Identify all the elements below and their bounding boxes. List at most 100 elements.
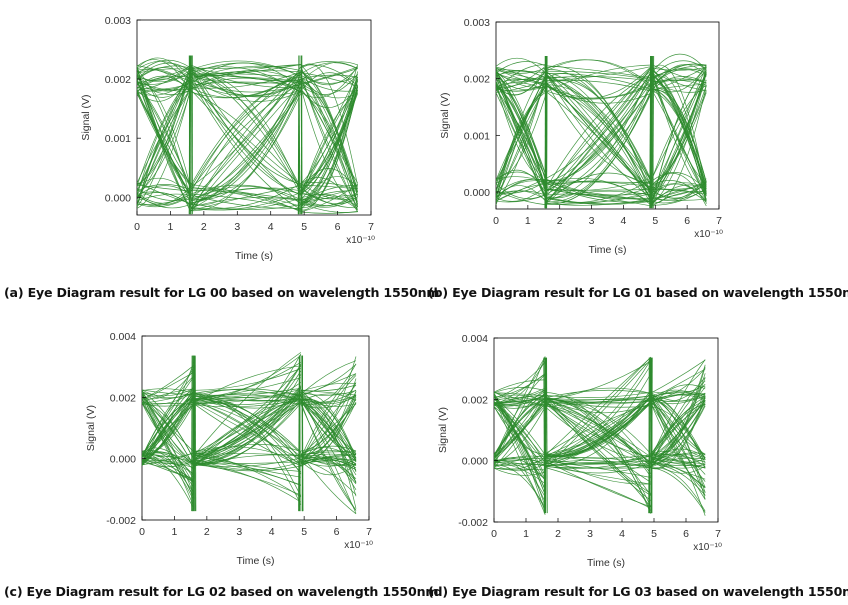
eye-trace	[493, 356, 706, 464]
plot-frame	[493, 337, 719, 523]
eye-trace	[493, 398, 706, 512]
eye-trace	[493, 368, 706, 465]
x-tick-label: 5	[651, 528, 657, 540]
x-tick-label: 6	[334, 526, 340, 538]
eye-trace	[136, 89, 358, 209]
x-scale-label: x10⁻¹⁰	[693, 542, 722, 553]
eye-trace	[141, 396, 357, 466]
y-tick-label: 0.004	[462, 333, 488, 345]
eye-trace	[141, 454, 357, 480]
x-tick-label: 1	[525, 215, 531, 227]
x-tick-label: 1	[168, 221, 174, 233]
eye-trace	[495, 72, 707, 204]
figure-caption-a: (a) Eye Diagram result for LG 00 based o…	[4, 285, 440, 300]
x-tick-label: 2	[204, 526, 210, 538]
eye-diagram-panel-c: 0 1 2 3 4 5 6 7 -0.002 0.000 0.002 0.004 x10⁻¹⁰ Time …	[0, 322, 424, 580]
eye-trace	[141, 373, 357, 502]
eye-traces	[141, 352, 357, 515]
figure-caption-d: (d) Eye Diagram result for LG 03 based o…	[428, 584, 848, 599]
x-axis-label: Time (s)	[587, 557, 625, 569]
eye-trace	[141, 401, 357, 496]
eye-trace	[136, 79, 358, 205]
plot-frame	[136, 19, 372, 216]
y-tick-label: 0.002	[105, 74, 131, 86]
transition-edge	[650, 357, 652, 514]
eye-trace	[495, 70, 707, 203]
x-tick-label: 5	[301, 221, 307, 233]
x-tick-label: 2	[201, 221, 207, 233]
y-tick-label: 0.004	[110, 331, 136, 343]
y-tick-label: 0.003	[464, 17, 490, 29]
x-tick-label: 2	[557, 215, 563, 227]
eye-trace	[495, 66, 707, 201]
y-tick-label: 0.003	[105, 15, 131, 27]
eye-trace	[141, 403, 357, 498]
eye-trace	[136, 61, 358, 209]
x-tick-label: 7	[368, 221, 374, 233]
x-scale-label: x10⁻¹⁰	[344, 540, 373, 551]
x-tick-label: 0	[493, 215, 499, 227]
eye-trace	[495, 64, 707, 186]
x-tick-label: 6	[684, 215, 690, 227]
x-tick-label: 7	[716, 215, 722, 227]
eye-trace	[141, 389, 357, 471]
x-axis-label: Time (s)	[236, 555, 274, 567]
y-tick-label: 0.000	[462, 456, 488, 468]
x-tick-label: 4	[619, 528, 625, 540]
transition-edge	[194, 355, 197, 512]
x-tick-label: 3	[236, 526, 242, 538]
y-tick-label: -0.002	[458, 517, 488, 529]
y-tick-label: 0.000	[110, 454, 136, 466]
transition-edge	[191, 355, 193, 512]
transition-edge	[301, 355, 304, 512]
eye-trace	[141, 452, 357, 488]
x-tick-label: 6	[683, 528, 689, 540]
transition-edge	[649, 357, 651, 514]
eye-trace	[141, 392, 357, 508]
y-axis-label: Signal (V)	[439, 92, 451, 138]
x-tick-label: 0	[134, 221, 140, 233]
eye-trace	[141, 387, 357, 466]
eye-trace	[136, 59, 358, 200]
eye-trace	[141, 374, 357, 462]
transition-edge	[546, 357, 548, 514]
transition-edge	[298, 55, 301, 215]
x-tick-label: 7	[366, 526, 372, 538]
x-tick-label: 3	[589, 215, 595, 227]
y-axis-label: Signal (V)	[437, 407, 449, 453]
eye-diagram-panel-a: 0 1 2 3 4 5 6 7 0.000 0.001 0.002 0.003 x10⁻¹⁰ Time (…	[0, 0, 424, 280]
x-tick-label: 4	[621, 215, 627, 227]
x-tick-label: 0	[139, 526, 145, 538]
x-tick-label: 4	[269, 526, 275, 538]
x-axis-label: Time (s)	[235, 250, 273, 262]
eye-diagram-chart-b: 0 1 2 3 4 5 6 7 0.000 0.001 0.002 0.003 x10⁻¹⁰ Time (…	[439, 17, 723, 256]
y-tick-label: 0.001	[464, 130, 490, 142]
y-axis-label: Signal (V)	[85, 405, 97, 451]
eye-trace	[495, 77, 707, 198]
x-scale-label: x10⁻¹⁰	[346, 235, 375, 246]
eye-traces	[493, 356, 706, 516]
eye-diagram-panel-b: 0 1 2 3 4 5 6 7 0.000 0.001 0.002 0.003 x10⁻¹⁰ Time (…	[424, 0, 848, 280]
plot-frame	[141, 335, 370, 521]
eye-trace	[136, 72, 358, 204]
eye-diagram-chart-c: 0 1 2 3 4 5 6 7 -0.002 0.000 0.002 0.004 x10⁻¹⁰ Time …	[85, 331, 373, 567]
x-tick-label: 4	[268, 221, 274, 233]
y-tick-label: 0.001	[105, 133, 131, 145]
y-tick-label: -0.002	[106, 515, 136, 527]
transition-edge	[300, 55, 303, 215]
x-tick-label: 1	[523, 528, 529, 540]
eye-trace	[136, 65, 358, 197]
eye-trace	[136, 77, 358, 206]
x-tick-label: 3	[234, 221, 240, 233]
x-tick-label: 1	[172, 526, 178, 538]
figure-caption-b: (b) Eye Diagram result for LG 01 based o…	[428, 285, 848, 300]
eye-trace	[136, 66, 358, 210]
eye-traces	[136, 55, 358, 215]
plot-frame	[495, 21, 720, 210]
eye-trace	[493, 392, 706, 513]
x-tick-label: 3	[587, 528, 593, 540]
x-tick-label: 0	[491, 528, 497, 540]
eye-trace	[141, 392, 357, 498]
eye-trace	[493, 389, 706, 467]
transition-edge	[650, 55, 652, 209]
